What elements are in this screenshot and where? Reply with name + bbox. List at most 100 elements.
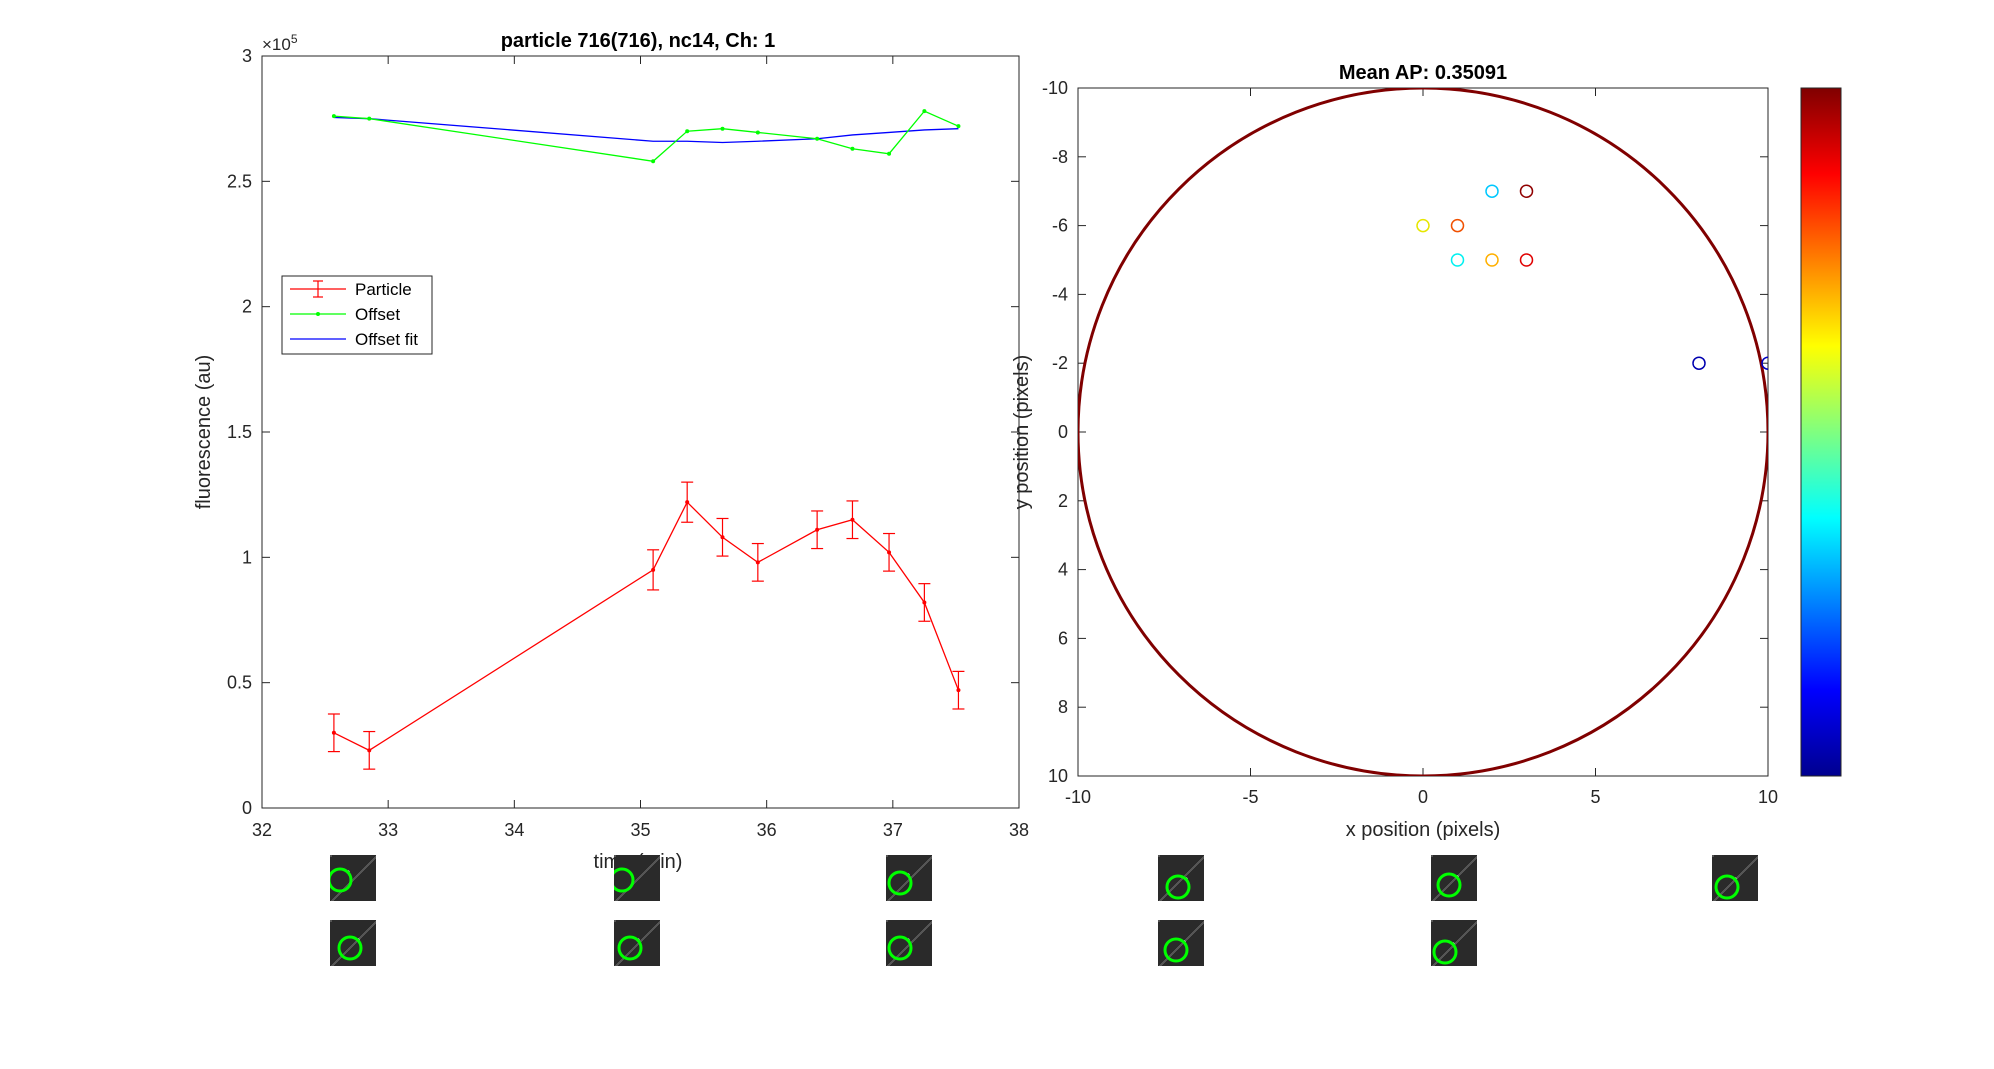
data-point <box>331 730 336 735</box>
fluorescence-plot: particle 716(716), nc14, Ch: 1 ×105 fluo… <box>193 30 1029 873</box>
right-marks-group <box>1078 88 1768 776</box>
noise-pixel <box>1741 872 1743 874</box>
data-point <box>720 126 725 131</box>
noise-pixel <box>1197 927 1199 929</box>
noise-pixel <box>1175 949 1177 951</box>
noise-pixel <box>1173 951 1175 953</box>
noise-pixel <box>1165 959 1167 961</box>
noise-pixel <box>1199 860 1201 862</box>
noise-pixel <box>357 874 359 876</box>
noise-pixel <box>1199 925 1201 927</box>
spot-thumbnail <box>614 920 661 967</box>
noise-pixel <box>621 959 623 961</box>
thumbnail-image <box>1158 920 1205 967</box>
noise-pixel <box>1751 862 1753 864</box>
noise-pixel <box>374 857 376 859</box>
noise-pixel <box>923 929 925 931</box>
y-tick-label: -10 <box>1042 78 1068 98</box>
noise-pixel <box>1458 874 1460 876</box>
noise-pixel <box>906 946 908 948</box>
thumbnail-image <box>614 920 661 967</box>
noise-pixel <box>1443 889 1445 891</box>
noise-pixel <box>1187 872 1189 874</box>
data-point <box>755 130 760 135</box>
noise-pixel <box>901 886 903 888</box>
noise-pixel <box>352 944 354 946</box>
spot-ring <box>887 935 913 961</box>
position-marker <box>1450 253 1465 267</box>
noise-pixel <box>1170 954 1172 956</box>
noise-pixel <box>1178 881 1180 883</box>
noise-pixel <box>347 884 349 886</box>
left-y-axis-label: fluorescence (au) <box>193 355 215 510</box>
data-point <box>850 146 855 151</box>
noise-pixel <box>915 937 917 939</box>
noise-pixel <box>901 951 903 953</box>
noise-pixel <box>896 956 898 958</box>
noise-pixel <box>1746 867 1748 869</box>
noise-pixel <box>1446 886 1448 888</box>
noise-pixel <box>634 946 636 948</box>
noise-pixel <box>1178 946 1180 948</box>
x-tick-label: 37 <box>883 820 903 840</box>
noise-pixel <box>925 862 927 864</box>
noise-pixel <box>362 934 364 936</box>
noise-pixel <box>1192 932 1194 934</box>
noise-pixel <box>653 927 655 929</box>
data-point <box>367 116 372 121</box>
noise-pixel <box>1736 877 1738 879</box>
noise-pixel <box>636 879 638 881</box>
noise-pixel <box>918 869 920 871</box>
left-axes-box <box>261 55 1020 809</box>
noise-pixel <box>1446 951 1448 953</box>
noise-pixel <box>1195 929 1197 931</box>
data-point <box>922 600 927 605</box>
noise-pixel <box>330 920 332 922</box>
spot-ring <box>1163 937 1189 963</box>
spot-ring <box>617 935 643 961</box>
noise-pixel <box>359 872 361 874</box>
noise-pixel <box>345 886 347 888</box>
y-tick-label: 4 <box>1058 560 1068 580</box>
noise-pixel <box>913 874 915 876</box>
noise-pixel <box>369 927 371 929</box>
spot-thumbnail <box>1431 855 1478 902</box>
noise-pixel <box>1472 860 1474 862</box>
data-point <box>720 535 725 540</box>
y-exponent-label: ×105 <box>262 32 298 54</box>
noise-pixel <box>629 951 631 953</box>
noise-pixel <box>1165 894 1167 896</box>
legend-marker <box>316 312 320 316</box>
position-marker <box>1761 356 1768 370</box>
noise-pixel <box>915 872 917 874</box>
noise-pixel <box>1451 881 1453 883</box>
x-tick-label: 0 <box>1418 787 1428 807</box>
spot-ring <box>337 935 363 961</box>
spot-thumbnail <box>1431 920 1478 967</box>
noise-pixel <box>364 932 366 934</box>
noise-pixel <box>1448 949 1450 951</box>
noise-pixel <box>1161 963 1163 965</box>
y-tick-label: 10 <box>1048 766 1068 786</box>
noise-pixel <box>1472 925 1474 927</box>
noise-pixel <box>1458 939 1460 941</box>
noise-pixel <box>925 927 927 929</box>
noise-pixel <box>891 896 893 898</box>
x-tick-label: 38 <box>1009 820 1029 840</box>
noise-pixel <box>1185 874 1187 876</box>
noise-pixel <box>655 860 657 862</box>
thumbnail-image <box>1431 855 1478 902</box>
spot-ring <box>1714 874 1740 900</box>
left-chart-title: particle 716(716), nc14, Ch: 1 <box>501 30 776 52</box>
noise-pixel <box>374 922 376 924</box>
data-point <box>922 109 927 114</box>
noise-pixel <box>369 862 371 864</box>
noise-pixel <box>651 929 653 931</box>
noise-pixel <box>908 944 910 946</box>
noise-pixel <box>886 920 888 922</box>
legend-label: Particle <box>355 280 412 299</box>
noise-pixel <box>626 954 628 956</box>
data-point <box>651 159 656 164</box>
noise-pixel <box>655 925 657 927</box>
